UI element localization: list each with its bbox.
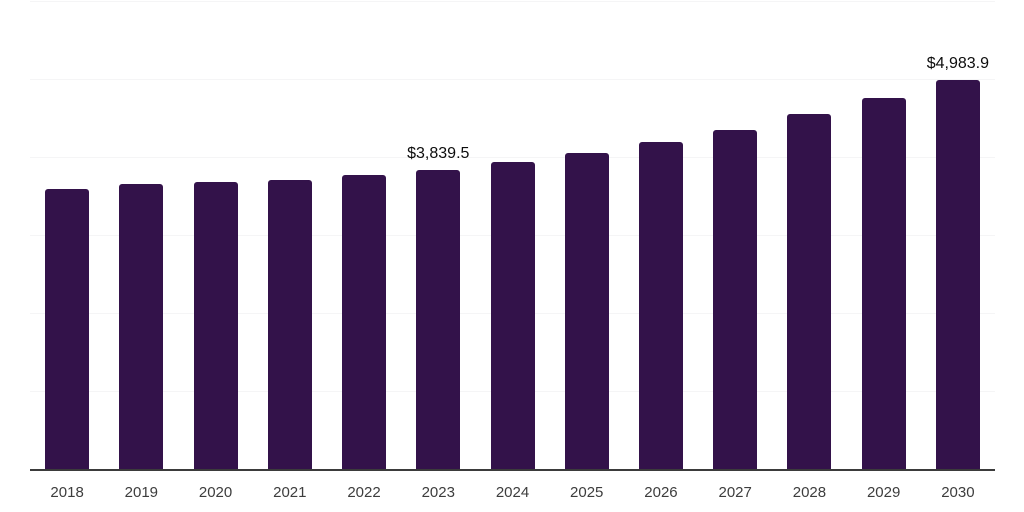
- x-axis-line: [30, 469, 995, 471]
- bar-2027: [713, 129, 758, 470]
- value-label-2030: $4,983.9: [926, 55, 990, 73]
- bar-2023: [416, 169, 461, 470]
- x-tick-2030: 2030: [941, 484, 975, 501]
- bar-2020: [193, 181, 238, 470]
- gridline: [30, 78, 995, 80]
- bar-2018: [45, 188, 90, 470]
- x-tick-2029: 2029: [866, 484, 901, 501]
- plot-area: $3,839.5 $4,983.9: [30, 0, 995, 471]
- bar-2029: [861, 98, 906, 470]
- x-tick-2027: 2027: [718, 484, 752, 501]
- gridline: [30, 0, 995, 2]
- x-tick-2022: 2022: [347, 484, 381, 501]
- bar-2030: [935, 80, 980, 470]
- bar-2021: [267, 179, 312, 470]
- x-tick-2025: 2025: [570, 484, 604, 501]
- x-tick-2023: 2023: [421, 484, 455, 501]
- bar-2022: [342, 174, 387, 470]
- x-tick-2024: 2024: [495, 484, 530, 501]
- x-tick-2028: 2028: [792, 484, 827, 501]
- x-tick-2026: 2026: [644, 484, 678, 501]
- bar-2028: [787, 113, 832, 470]
- x-tick-2018: 2018: [50, 484, 84, 501]
- gridline: [30, 156, 995, 158]
- bar-2024: [490, 162, 535, 470]
- x-tick-2021: 2021: [273, 484, 307, 501]
- bar-2026: [638, 142, 683, 470]
- x-tick-2020: 2020: [198, 484, 233, 501]
- bar-2025: [564, 153, 609, 470]
- value-label-2023: $3,839.5: [407, 144, 470, 162]
- bar-2019: [119, 184, 164, 470]
- x-tick-2019: 2019: [124, 484, 159, 501]
